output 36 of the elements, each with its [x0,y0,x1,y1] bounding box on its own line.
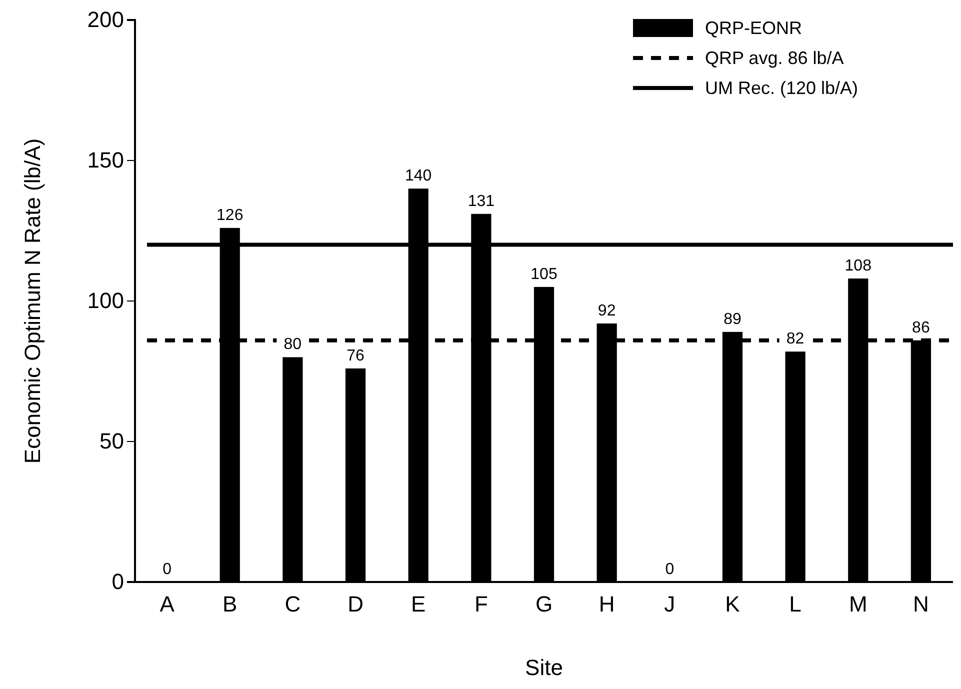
data-label: 131 [468,192,495,210]
data-label: 82 [786,330,804,348]
data-label: 0 [665,561,674,578]
data-label: 86 [912,319,930,336]
data-label: 80 [284,336,302,354]
x-tick-label: L [789,592,802,617]
x-tick-label: M [848,592,868,617]
x-tick-label: G [535,592,553,617]
x-tick-label: H [598,592,615,617]
data-label: 76 [346,347,365,364]
legend-label: UM Rec. (120 lb/A) [705,78,858,98]
y-axis-title: Economic Optimum N Rate (lb/A) [20,138,45,464]
x-tick-label: E [411,592,426,617]
data-label: 140 [404,168,432,185]
x-tick-label: C [284,592,301,617]
data-label: 126 [216,206,244,224]
y-tick-label: 100 [87,288,124,314]
x-tick-label: A [160,592,175,617]
x-tick-label: J [664,592,676,617]
data-label: 0 [162,561,172,578]
x-tick-label: F [474,592,488,617]
x-tick-label: D [348,592,364,617]
y-tick-label: 200 [87,7,124,32]
legend-label: QRP-EONR [705,18,802,38]
x-tick-label: K [725,592,740,617]
x-axis-title: Site [525,655,563,680]
data-label: 105 [530,266,558,283]
data-label: 92 [598,302,616,320]
data-label: 108 [844,258,872,275]
data-label: 89 [724,310,742,328]
y-tick-label: 0 [112,569,124,594]
y-tick-label: 150 [87,148,124,173]
legend-label: QRP avg. 86 lb/A [705,48,844,68]
x-tick-label: B [222,592,238,617]
y-tick-label: 50 [100,428,124,454]
x-tick-label: N [913,592,929,617]
